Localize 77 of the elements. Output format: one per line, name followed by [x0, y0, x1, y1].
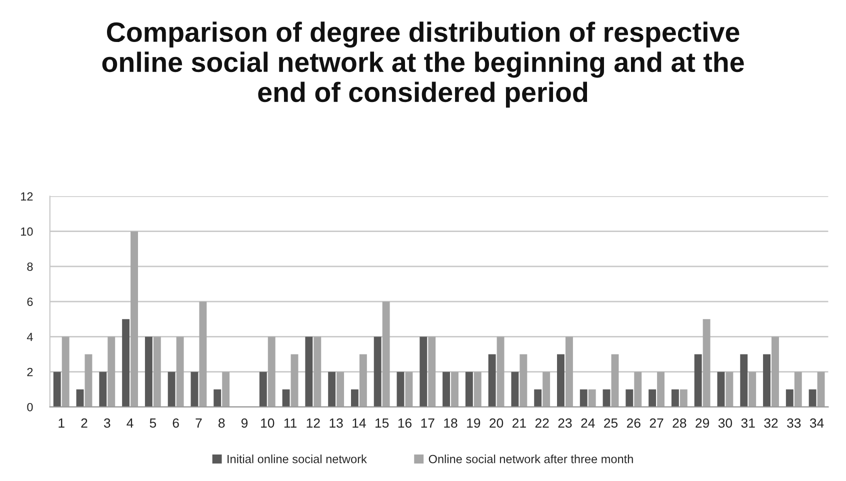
bar	[602, 389, 610, 407]
x-tick-label: 16	[398, 418, 412, 428]
bar	[557, 354, 564, 407]
legend-label: Initial online social network	[228, 454, 367, 464]
bar	[328, 372, 336, 407]
bar	[420, 336, 428, 407]
bar	[488, 354, 496, 407]
bar	[626, 389, 634, 407]
x-tick-label: 11	[284, 418, 296, 428]
bar	[282, 389, 290, 407]
x-tick-label: 7	[196, 418, 202, 428]
x-tick-label: 2	[81, 418, 88, 428]
legend-label: Online social network after three month	[428, 454, 633, 464]
x-tick-label: 27	[650, 418, 664, 428]
x-tick-label: 24	[581, 418, 595, 428]
bar	[76, 389, 84, 407]
x-tick-label: 13	[330, 418, 343, 428]
x-tick-label: 20	[490, 418, 504, 428]
bar	[144, 336, 152, 407]
bar	[808, 389, 816, 407]
bar	[694, 354, 702, 407]
y-tick-label: 6	[27, 298, 33, 306]
bar	[534, 389, 542, 407]
x-tick-label: 34	[810, 418, 824, 428]
bar	[374, 336, 382, 407]
bar	[190, 372, 198, 407]
y-tick-label: 10	[21, 227, 33, 236]
bar	[99, 372, 107, 407]
bar	[53, 372, 61, 407]
x-tick-label: 9	[241, 418, 248, 428]
bar	[259, 372, 267, 407]
y-tick-label: 2	[27, 368, 33, 376]
x-tick-label: 22	[535, 418, 549, 428]
x-tick-label: 5	[150, 418, 156, 428]
bar	[442, 372, 450, 407]
x-tick-label: 33	[787, 418, 801, 428]
y-tick-label: 8	[27, 262, 33, 271]
bar	[122, 319, 130, 407]
x-tick-label: 1	[58, 418, 64, 428]
bar	[305, 336, 313, 407]
bar	[740, 354, 748, 407]
x-tick-label: 14	[352, 418, 366, 428]
x-tick-label: 6	[172, 418, 179, 428]
x-tick-label: 8	[218, 418, 225, 428]
bar	[168, 372, 176, 407]
x-tick-label: 4	[126, 418, 134, 428]
y-tick-label: 0	[27, 402, 33, 412]
x-tick-label: 28	[672, 418, 686, 428]
x-tick-label: 10	[261, 418, 274, 428]
x-tick-label: 32	[764, 418, 778, 428]
bar	[214, 389, 222, 407]
bar	[511, 372, 519, 407]
bar	[717, 372, 725, 407]
x-tick-label: 12	[306, 418, 320, 428]
x-tick-label: 3	[104, 418, 110, 428]
bar	[763, 354, 770, 407]
bar	[396, 372, 404, 407]
x-tick-label: 25	[604, 418, 618, 428]
chart-title: Comparison of degree distribution of respective online social network at the beginning and at the end of considered period	[102, 22, 744, 108]
bar	[648, 389, 656, 407]
x-tick-label: 18	[444, 418, 458, 428]
x-tick-label: 15	[376, 418, 389, 428]
x-tick-label: 23	[558, 418, 572, 428]
x-tick-label: 26	[626, 418, 640, 428]
bar	[350, 389, 358, 407]
x-tick-label: 31	[741, 418, 755, 428]
bar	[786, 389, 794, 407]
y-tick-label: 4	[26, 332, 33, 341]
bar	[580, 389, 588, 407]
y-tick-label: 12	[21, 192, 33, 201]
x-tick-label: 17	[421, 418, 434, 428]
x-tick-label: 19	[467, 418, 480, 428]
bar	[465, 372, 473, 407]
bar	[671, 389, 679, 407]
x-tick-label: 29	[696, 418, 710, 428]
x-tick-label: 30	[718, 418, 732, 428]
x-tick-label: 21	[512, 418, 526, 428]
